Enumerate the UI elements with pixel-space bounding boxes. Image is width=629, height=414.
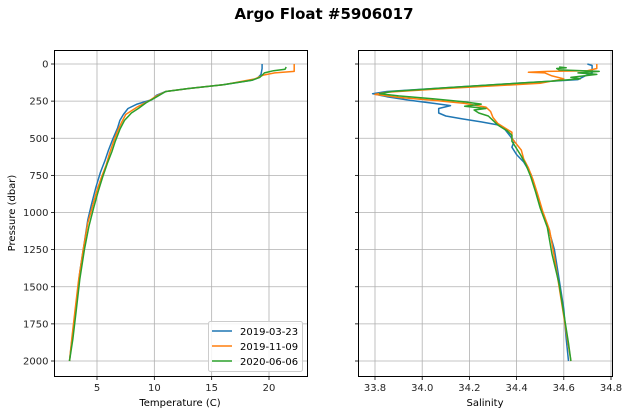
legend-label-3: 2020-06-06 bbox=[240, 357, 298, 368]
x-tick-label: 10 bbox=[148, 383, 161, 394]
y-tick-label: 750 bbox=[29, 171, 48, 182]
legend-box bbox=[208, 321, 303, 372]
salinity-xticks: 33.8 34.0 34.2 34.4 34.6 34.8 bbox=[364, 376, 622, 394]
salinity-yticks bbox=[355, 63, 359, 362]
salinity-lines bbox=[371, 63, 600, 362]
pressure-ylabel: Pressure (dbar) bbox=[7, 175, 18, 252]
salinity-xlabel: Salinity bbox=[467, 398, 504, 409]
y-tick-label: 1000 bbox=[23, 208, 48, 219]
profile-line bbox=[68, 66, 287, 362]
y-tick-label: 1750 bbox=[23, 319, 48, 330]
x-tick-label: 34.6 bbox=[553, 383, 575, 394]
y-tick-label: 1250 bbox=[23, 245, 48, 256]
legend-label-2: 2019-11-09 bbox=[240, 342, 298, 353]
temperature-xticks: 5 10 15 20 bbox=[94, 376, 276, 394]
x-tick-label: 20 bbox=[263, 383, 276, 394]
y-tick-label: 0 bbox=[42, 60, 48, 71]
x-tick-label: 33.8 bbox=[364, 383, 386, 394]
x-tick-label: 34.0 bbox=[411, 383, 433, 394]
legend: 2019-03-23 2019-11-09 2020-06-06 bbox=[208, 321, 303, 372]
y-tick-label: 1500 bbox=[23, 282, 48, 293]
x-tick-label: 34.8 bbox=[600, 383, 622, 394]
y-tick-label: 500 bbox=[29, 134, 48, 145]
salinity-axes: 33.8 34.0 34.2 34.4 34.6 34.8 Salinity bbox=[355, 50, 622, 409]
legend-label-1: 2019-03-23 bbox=[240, 327, 298, 338]
figure-title: Argo Float #5906017 bbox=[234, 5, 413, 23]
salinity-grid bbox=[358, 50, 613, 377]
x-tick-label: 34.4 bbox=[505, 383, 527, 394]
y-tick-label: 2000 bbox=[23, 357, 48, 368]
y-tick-label: 250 bbox=[29, 97, 48, 108]
temperature-axes-frame bbox=[54, 50, 308, 377]
profile-line bbox=[378, 66, 600, 362]
x-tick-label: 15 bbox=[205, 383, 218, 394]
temperature-lines bbox=[68, 64, 295, 362]
profile-line bbox=[68, 64, 295, 362]
x-tick-label: 34.2 bbox=[458, 383, 480, 394]
profile-line bbox=[374, 64, 598, 362]
temperature-axes: 5 10 15 20 0 250 500 750 1000 1250 1500 1750 2000 T… bbox=[7, 50, 308, 409]
pressure-yticks: 0 250 500 750 1000 1250 1500 1750 2000 bbox=[23, 60, 55, 368]
x-tick-label: 5 bbox=[94, 383, 100, 394]
salinity-axes-frame bbox=[358, 50, 613, 377]
temperature-xlabel: Temperature (C) bbox=[138, 398, 220, 409]
